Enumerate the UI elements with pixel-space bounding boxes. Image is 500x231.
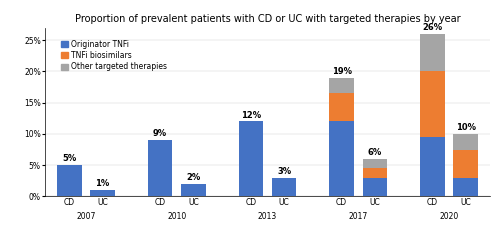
Text: 2013: 2013	[258, 212, 277, 221]
Bar	[362, 168, 387, 178]
Text: 26%: 26%	[422, 23, 442, 32]
Bar	[454, 134, 478, 149]
Bar	[330, 93, 354, 122]
Title: Proportion of prevalent patients with CD or UC with targeted therapies by year: Proportion of prevalent patients with CD…	[74, 14, 460, 24]
Bar	[362, 178, 387, 196]
Text: 19%: 19%	[332, 67, 351, 76]
Text: 6%: 6%	[368, 148, 382, 157]
Text: 2010: 2010	[167, 212, 186, 221]
Text: 2017: 2017	[348, 212, 368, 221]
Text: 5%: 5%	[62, 154, 76, 163]
Bar	[330, 122, 354, 196]
Text: 1%: 1%	[96, 179, 110, 188]
Bar	[420, 137, 444, 196]
Bar	[148, 140, 172, 196]
Text: 10%: 10%	[456, 123, 475, 132]
Bar	[57, 165, 82, 196]
Text: 2007: 2007	[76, 212, 96, 221]
Bar	[330, 78, 354, 93]
Bar	[90, 190, 114, 196]
Bar	[238, 122, 263, 196]
Legend: Originator TNFi, TNFi biosimilars, Other targeted therapies: Originator TNFi, TNFi biosimilars, Other…	[58, 36, 170, 74]
Bar	[420, 71, 444, 137]
Text: 2020: 2020	[440, 212, 458, 221]
Bar	[272, 178, 296, 196]
Bar	[454, 149, 478, 178]
Bar	[454, 178, 478, 196]
Text: 2%: 2%	[186, 173, 200, 182]
Text: 3%: 3%	[277, 167, 291, 176]
Bar	[420, 34, 444, 71]
Text: 12%: 12%	[241, 110, 261, 119]
Bar	[362, 159, 387, 168]
Bar	[181, 184, 206, 196]
Text: 9%: 9%	[153, 129, 167, 138]
